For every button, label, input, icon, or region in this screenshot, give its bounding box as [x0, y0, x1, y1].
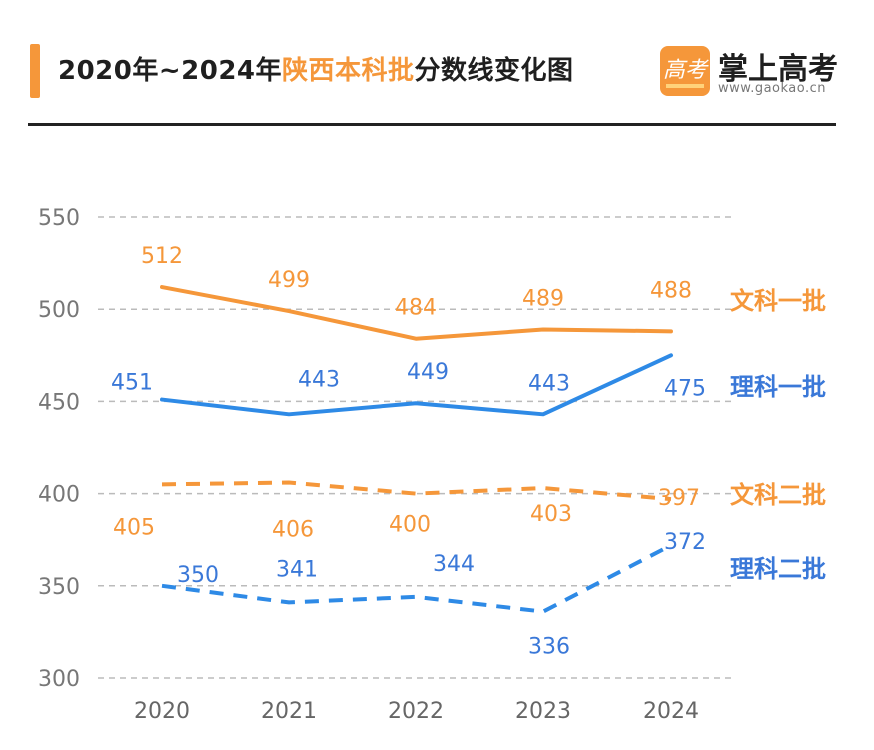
- data-label: 449: [407, 360, 449, 385]
- header-divider: [28, 123, 836, 126]
- series-label: 理科二批: [730, 555, 826, 583]
- y-tick-label: 400: [38, 483, 80, 508]
- brand-url: www.gaokao.cn: [718, 81, 827, 96]
- series-line: [160, 285, 673, 341]
- x-tick-label: 2023: [515, 699, 571, 724]
- data-label: 405: [113, 515, 155, 540]
- x-tick-label: 2022: [388, 699, 444, 724]
- data-label: 489: [522, 286, 564, 311]
- y-tick-label: 450: [38, 390, 80, 415]
- data-label: 443: [528, 371, 570, 396]
- x-tick-label: 2020: [134, 699, 190, 724]
- brand-name: 掌上高考: [718, 52, 838, 87]
- data-label: 406: [272, 518, 314, 543]
- series-line: [161, 543, 672, 614]
- series-label: 文科一批: [730, 287, 826, 315]
- chart-title: 2020年~2024年陕西本科批分数线变化图: [58, 50, 574, 87]
- data-label: 336: [528, 635, 570, 660]
- data-label: 350: [177, 563, 219, 588]
- title-highlight: 陕西本科批: [282, 56, 415, 86]
- title-part1: 2020年~2024年: [58, 56, 283, 86]
- data-label: 403: [530, 502, 572, 527]
- logo-stripe: [666, 84, 704, 88]
- data-label: 512: [141, 244, 183, 269]
- data-label: 443: [298, 367, 340, 392]
- title-accent-bar: [30, 44, 40, 98]
- logo-glyph: 高考: [662, 58, 707, 83]
- series-line: [160, 353, 673, 417]
- y-tick-label: 350: [38, 575, 80, 600]
- data-label: 499: [268, 268, 310, 293]
- series-label: 理科一批: [730, 373, 826, 401]
- gaokao-logo-icon: 高考: [660, 46, 710, 96]
- data-label: 344: [433, 552, 475, 577]
- y-tick-label: 550: [38, 206, 80, 231]
- series-label: 文科二批: [730, 481, 826, 509]
- data-label: 400: [389, 513, 431, 538]
- series-line: [161, 480, 672, 502]
- data-label: 451: [111, 371, 153, 396]
- x-tick-label: 2021: [261, 699, 317, 724]
- data-label: 488: [650, 278, 692, 303]
- data-label: 475: [664, 376, 706, 401]
- data-label: 372: [664, 530, 706, 555]
- data-label: 484: [395, 296, 437, 321]
- y-tick-label: 500: [38, 298, 80, 323]
- x-tick-label: 2024: [643, 699, 699, 724]
- data-label: 341: [276, 557, 318, 582]
- title-part2: 分数线变化图: [414, 56, 574, 86]
- data-label: 397: [658, 486, 700, 511]
- y-tick-label: 300: [38, 667, 80, 692]
